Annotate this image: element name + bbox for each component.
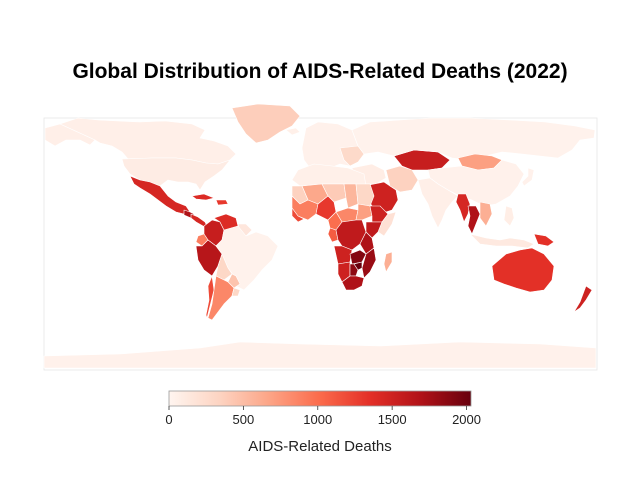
region-south-sudan[interactable] bbox=[355, 203, 373, 221]
region-new-zealand[interactable] bbox=[573, 285, 593, 313]
map-title: Global Distribution of AIDS-Related Deat… bbox=[72, 60, 568, 83]
region-russia[interactable] bbox=[351, 117, 596, 161]
region-guinea[interactable] bbox=[291, 207, 305, 223]
colorbar: 0 500 1000 1500 2000 AIDS-Related Deaths bbox=[165, 390, 481, 455]
region-uruguay[interactable] bbox=[231, 287, 241, 297]
region-south-africa[interactable] bbox=[341, 275, 365, 291]
region-madagascar[interactable] bbox=[383, 251, 393, 273]
region-thailand[interactable] bbox=[467, 205, 481, 235]
colorbar-tick-label: 1500 bbox=[378, 412, 407, 427]
colorbar-tick-label: 500 bbox=[233, 412, 255, 427]
region-tanzania[interactable] bbox=[359, 231, 375, 255]
region-niger[interactable] bbox=[321, 183, 347, 203]
region-greenland[interactable] bbox=[231, 103, 301, 144]
region-angola[interactable] bbox=[333, 245, 353, 265]
region-cuba[interactable] bbox=[191, 193, 215, 201]
region-chad[interactable] bbox=[343, 183, 359, 209]
region-zambia[interactable] bbox=[349, 249, 367, 265]
region-myanmar[interactable] bbox=[455, 193, 471, 223]
region-gabon[interactable] bbox=[327, 227, 339, 243]
region-vietnam[interactable] bbox=[479, 201, 493, 227]
region-iceland[interactable] bbox=[285, 127, 301, 136]
region-alaska[interactable] bbox=[44, 123, 96, 147]
map-frame bbox=[43, 117, 598, 371]
region-sudan[interactable] bbox=[355, 183, 375, 207]
region-india[interactable] bbox=[417, 177, 459, 229]
region-japan[interactable] bbox=[521, 167, 535, 187]
region-caribbean[interactable] bbox=[215, 199, 229, 206]
region-canada[interactable] bbox=[59, 117, 237, 165]
region-australia[interactable] bbox=[491, 247, 555, 293]
region-iran[interactable] bbox=[385, 165, 419, 193]
colorbar-gradient bbox=[168, 390, 472, 407]
region-antarctica[interactable] bbox=[43, 341, 597, 369]
region-papua-new-guinea[interactable] bbox=[533, 233, 555, 247]
region-paraguay[interactable] bbox=[227, 273, 241, 289]
colorbar-tick-label: 0 bbox=[165, 412, 172, 427]
colorbar-ticks: 0 500 1000 1500 2000 bbox=[165, 406, 481, 427]
colorbar-tick-label: 2000 bbox=[452, 412, 481, 427]
colorbar-tick-label: 1000 bbox=[303, 412, 332, 427]
region-zimbabwe[interactable] bbox=[353, 261, 363, 271]
country-layer bbox=[43, 103, 597, 369]
region-philippines[interactable] bbox=[503, 205, 515, 227]
colorbar-label: AIDS-Related Deaths bbox=[248, 438, 391, 455]
region-argentina[interactable] bbox=[207, 275, 235, 321]
region-indonesia[interactable] bbox=[469, 233, 535, 249]
